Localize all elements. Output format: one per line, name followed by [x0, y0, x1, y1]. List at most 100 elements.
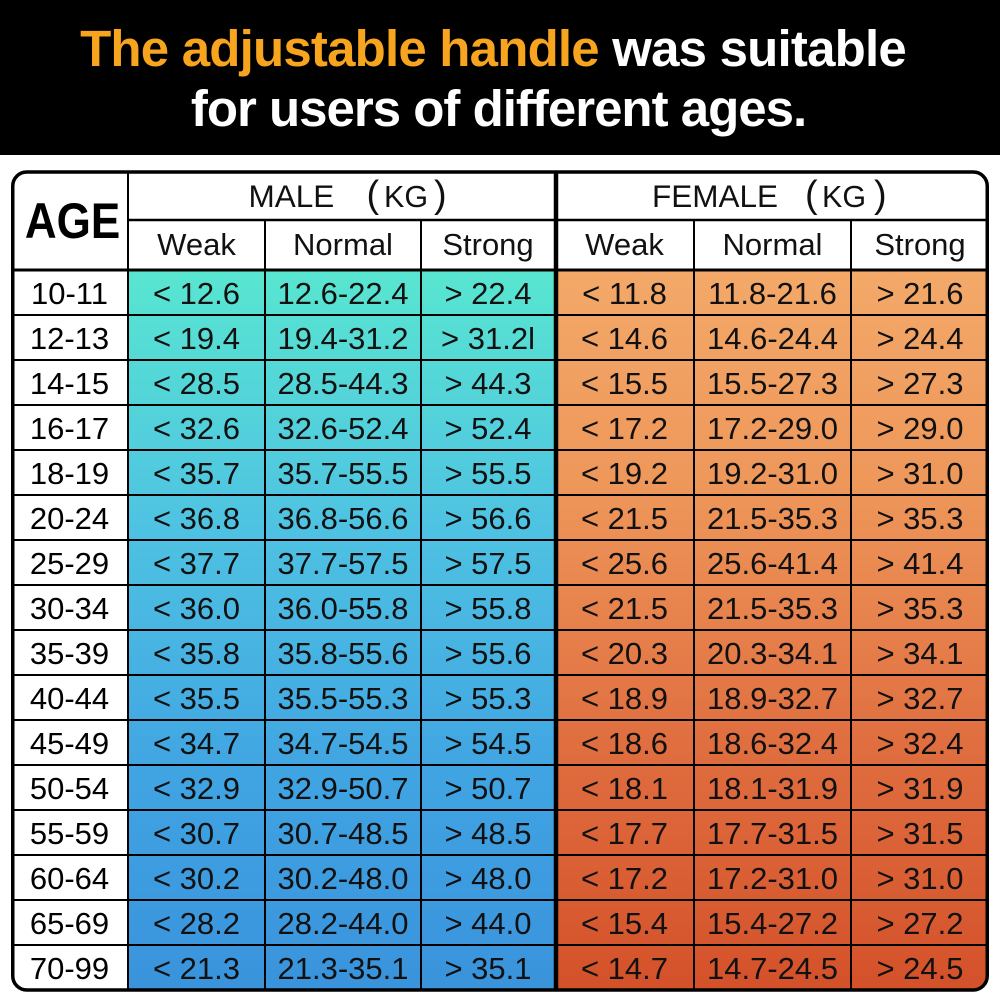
svg-text:< 17.2: < 17.2: [581, 861, 668, 896]
svg-text:55-59: 55-59: [30, 816, 109, 851]
svg-text:< 30.2: < 30.2: [153, 861, 240, 896]
svg-text:> 48.0: > 48.0: [444, 861, 531, 896]
svg-text:> 52.4: > 52.4: [444, 411, 531, 446]
svg-text:< 36.8: < 36.8: [153, 501, 240, 536]
svg-text:> 24.4: > 24.4: [876, 321, 963, 356]
svg-text:18.9-32.7: 18.9-32.7: [707, 681, 838, 716]
svg-text:> 44.3: > 44.3: [444, 366, 531, 401]
svg-text:Normal: Normal: [293, 227, 393, 262]
svg-text:10-11: 10-11: [31, 276, 108, 311]
svg-text:< 17.2: < 17.2: [581, 411, 668, 446]
svg-text:< 21.5: < 21.5: [581, 591, 668, 626]
svg-text:> 32.4: > 32.4: [876, 726, 963, 761]
svg-text:> 31.2l: > 31.2l: [441, 321, 535, 356]
svg-text:> 55.8: > 55.8: [444, 591, 531, 626]
svg-text:35.5-55.3: 35.5-55.3: [278, 681, 409, 716]
svg-text:< 19.2: < 19.2: [581, 456, 668, 491]
svg-text:< 35.7: < 35.7: [153, 456, 240, 491]
svg-text:35.7-55.5: 35.7-55.5: [278, 456, 409, 491]
svg-text:(: (: [805, 174, 818, 216]
svg-text:> 44.0: > 44.0: [444, 906, 531, 941]
svg-text:< 11.8: < 11.8: [582, 276, 667, 311]
svg-text:< 15.4: < 15.4: [581, 906, 668, 941]
svg-text:28.2-44.0: 28.2-44.0: [278, 906, 409, 941]
svg-text:25-29: 25-29: [30, 546, 109, 581]
svg-text:< 35.8: < 35.8: [153, 636, 240, 671]
svg-text:< 34.7: < 34.7: [153, 726, 240, 761]
svg-text:> 21.6: > 21.6: [876, 276, 963, 311]
svg-text:> 55.3: > 55.3: [444, 681, 531, 716]
svg-text:20-24: 20-24: [30, 501, 109, 536]
svg-text:21.3-35.1: 21.3-35.1: [278, 951, 409, 986]
svg-text:> 27.3: > 27.3: [876, 366, 963, 401]
svg-text:21.5-35.3: 21.5-35.3: [707, 501, 838, 536]
svg-text:< 32.6: < 32.6: [153, 411, 240, 446]
svg-text:14.6-24.4: 14.6-24.4: [707, 321, 838, 356]
svg-text:Weak: Weak: [157, 227, 236, 262]
svg-text:Weak: Weak: [585, 227, 664, 262]
svg-text:> 31.5: > 31.5: [876, 816, 963, 851]
svg-text:> 35.1: > 35.1: [444, 951, 531, 986]
svg-text:18-19: 18-19: [30, 456, 109, 491]
svg-text:> 55.6: > 55.6: [444, 636, 531, 671]
svg-text:> 55.5: > 55.5: [444, 456, 531, 491]
svg-text:16-17: 16-17: [30, 411, 109, 446]
svg-text:45-49: 45-49: [30, 726, 109, 761]
svg-text:> 34.1: > 34.1: [876, 636, 963, 671]
svg-text:< 21.5: < 21.5: [581, 501, 668, 536]
svg-text:17.2-31.0: 17.2-31.0: [707, 861, 838, 896]
svg-text:50-54: 50-54: [30, 771, 109, 806]
svg-text:30.7-48.5: 30.7-48.5: [278, 816, 409, 851]
svg-text:14.7-24.5: 14.7-24.5: [707, 951, 838, 986]
svg-text:KG: KG: [822, 180, 866, 214]
svg-text:< 12.6: < 12.6: [153, 276, 240, 311]
svg-text:> 31.0: > 31.0: [876, 861, 963, 896]
svg-text:28.5-44.3: 28.5-44.3: [278, 366, 409, 401]
svg-text:25.6-41.4: 25.6-41.4: [707, 546, 838, 581]
svg-text:< 28.5: < 28.5: [153, 366, 240, 401]
svg-text:17.2-29.0: 17.2-29.0: [707, 411, 838, 446]
svg-text:> 27.2: > 27.2: [876, 906, 963, 941]
svg-text:MALE: MALE: [249, 178, 335, 214]
svg-text:18.1-31.9: 18.1-31.9: [707, 771, 838, 806]
svg-text:> 32.7: > 32.7: [876, 681, 963, 716]
svg-text:< 14.6: < 14.6: [581, 321, 668, 356]
svg-text:70-99: 70-99: [30, 951, 109, 986]
svg-text:37.7-57.5: 37.7-57.5: [278, 546, 409, 581]
svg-text:19.2-31.0: 19.2-31.0: [707, 456, 838, 491]
svg-text:> 31.9: > 31.9: [876, 771, 963, 806]
svg-text:< 20.3: < 20.3: [581, 636, 668, 671]
svg-text:Normal: Normal: [723, 227, 823, 262]
svg-text:32.6-52.4: 32.6-52.4: [278, 411, 409, 446]
svg-text:< 37.7: < 37.7: [153, 546, 240, 581]
svg-text:15.4-27.2: 15.4-27.2: [707, 906, 838, 941]
svg-text:KG: KG: [384, 180, 428, 214]
svg-text:< 15.5: < 15.5: [581, 366, 668, 401]
svg-text:< 19.4: < 19.4: [153, 321, 240, 356]
svg-text:14-15: 14-15: [30, 366, 109, 401]
svg-text:> 24.5: > 24.5: [876, 951, 963, 986]
svg-text:> 57.5: > 57.5: [444, 546, 531, 581]
svg-text:< 35.5: < 35.5: [153, 681, 240, 716]
svg-text:60-64: 60-64: [30, 861, 109, 896]
svg-text:30-34: 30-34: [30, 591, 109, 626]
svg-text:> 54.5: > 54.5: [444, 726, 531, 761]
svg-text:17.7-31.5: 17.7-31.5: [707, 816, 838, 851]
svg-text:35.8-55.6: 35.8-55.6: [278, 636, 409, 671]
svg-text:> 35.3: > 35.3: [876, 501, 963, 536]
svg-text:21.5-35.3: 21.5-35.3: [707, 591, 838, 626]
svg-text:35-39: 35-39: [30, 636, 109, 671]
svg-text:< 25.6: < 25.6: [581, 546, 668, 581]
svg-text:< 18.6: < 18.6: [581, 726, 668, 761]
svg-text:< 17.7: < 17.7: [581, 816, 668, 851]
svg-text:< 30.7: < 30.7: [153, 816, 240, 851]
svg-text:34.7-54.5: 34.7-54.5: [278, 726, 409, 761]
svg-text:< 32.9: < 32.9: [153, 771, 240, 806]
svg-text:< 18.1: < 18.1: [581, 771, 668, 806]
svg-text:65-69: 65-69: [30, 906, 109, 941]
svg-text:> 22.4: > 22.4: [444, 276, 531, 311]
svg-text:for users of different ages.: for users of different ages.: [191, 80, 806, 137]
svg-text:< 18.9: < 18.9: [581, 681, 668, 716]
svg-text:> 31.0: > 31.0: [876, 456, 963, 491]
svg-text:36.0-55.8: 36.0-55.8: [278, 591, 409, 626]
